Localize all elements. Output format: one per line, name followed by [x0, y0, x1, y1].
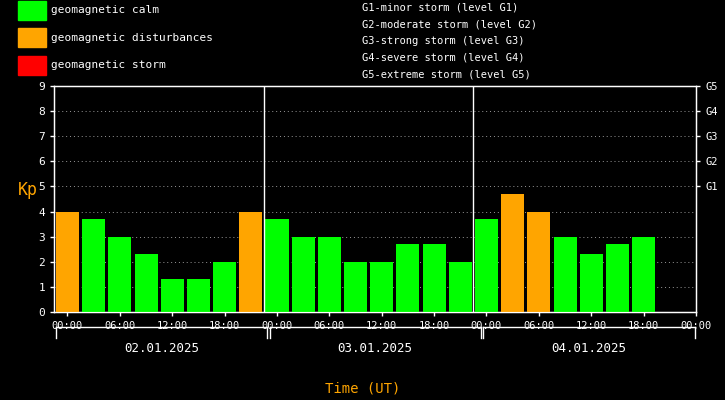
Bar	[291, 237, 315, 312]
Bar	[475, 219, 498, 312]
Bar	[344, 262, 367, 312]
Bar	[108, 237, 131, 312]
Bar	[527, 212, 550, 312]
Bar	[501, 194, 524, 312]
Text: Time (UT): Time (UT)	[325, 382, 400, 396]
Bar	[213, 262, 236, 312]
Text: G3-strong storm (level G3): G3-strong storm (level G3)	[362, 36, 525, 46]
Bar	[423, 244, 446, 312]
Bar	[265, 219, 289, 312]
Bar	[449, 262, 472, 312]
Bar	[606, 244, 629, 312]
Text: G2-moderate storm (level G2): G2-moderate storm (level G2)	[362, 19, 537, 29]
Text: geomagnetic storm: geomagnetic storm	[51, 60, 166, 70]
Y-axis label: Kp: Kp	[17, 181, 38, 199]
Bar	[318, 237, 341, 312]
Bar	[135, 254, 157, 312]
Text: G4-severe storm (level G4): G4-severe storm (level G4)	[362, 53, 525, 63]
FancyBboxPatch shape	[18, 28, 46, 47]
Bar	[239, 212, 262, 312]
Bar	[56, 212, 79, 312]
Bar	[553, 237, 576, 312]
Text: geomagnetic calm: geomagnetic calm	[51, 5, 160, 15]
Text: G5-extreme storm (level G5): G5-extreme storm (level G5)	[362, 70, 531, 80]
Bar	[370, 262, 393, 312]
FancyBboxPatch shape	[18, 56, 46, 75]
Bar	[580, 254, 602, 312]
Bar	[187, 279, 210, 312]
Text: 02.01.2025: 02.01.2025	[124, 342, 199, 355]
Text: geomagnetic disturbances: geomagnetic disturbances	[51, 33, 213, 43]
Text: 03.01.2025: 03.01.2025	[338, 342, 413, 355]
Bar	[632, 237, 655, 312]
Text: G1-minor storm (level G1): G1-minor storm (level G1)	[362, 2, 519, 12]
Text: 04.01.2025: 04.01.2025	[552, 342, 626, 355]
Bar	[82, 219, 105, 312]
FancyBboxPatch shape	[18, 1, 46, 20]
Bar	[397, 244, 420, 312]
Bar	[161, 279, 183, 312]
